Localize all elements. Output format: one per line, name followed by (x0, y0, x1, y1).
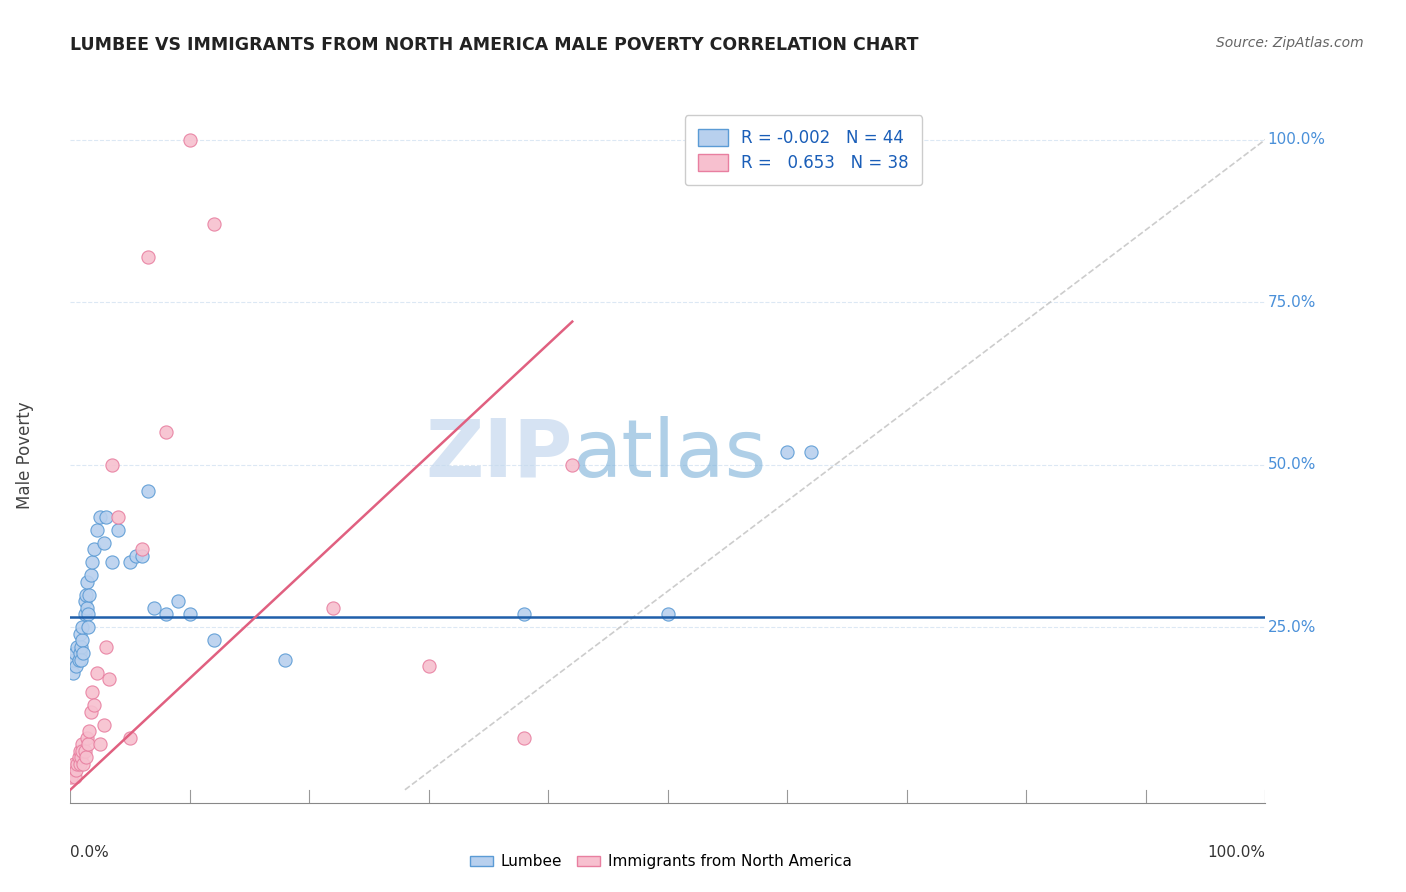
Point (101, 555, 124, 569)
Text: LUMBEE VS IMMIGRANTS FROM NORTH AMERICA MALE POVERTY CORRELATION CHART: LUMBEE VS IMMIGRANTS FROM NORTH AMERICA … (70, 36, 918, 54)
Point (66, 756, 89, 771)
Point (69, 646, 91, 660)
Point (62, 764, 84, 778)
Point (101, 458, 124, 472)
Legend: R = -0.002   N = 44, R =   0.653   N = 38: R = -0.002 N = 44, R = 0.653 N = 38 (685, 115, 922, 185)
Point (76, 731, 98, 745)
Point (67, 653, 90, 667)
Point (97, 672, 120, 686)
Point (70, 653, 93, 667)
Point (93, 535, 115, 549)
Point (76, 574, 98, 589)
Text: 50.0%: 50.0% (1268, 458, 1316, 472)
Legend: Lumbee, Immigrants from North America: Lumbee, Immigrants from North America (464, 848, 858, 875)
Point (202, 633, 225, 648)
Point (65, 764, 87, 778)
Point (63, 646, 86, 660)
Point (63, 770, 86, 784)
Text: 75.0%: 75.0% (1268, 294, 1316, 310)
Point (131, 549, 153, 563)
Point (83, 542, 105, 557)
Point (800, 444, 823, 458)
Point (70, 737, 93, 751)
Point (561, 458, 583, 472)
Text: Source: ZipAtlas.com: Source: ZipAtlas.com (1216, 36, 1364, 50)
Point (73, 594, 96, 608)
Point (75, 750, 97, 764)
Point (125, 549, 148, 563)
Text: 0.0%: 0.0% (70, 845, 110, 860)
Point (73, 744, 96, 758)
Point (136, 483, 159, 498)
Point (107, 523, 129, 537)
Point (93, 718, 115, 732)
Point (73, 607, 96, 622)
Point (72, 756, 94, 771)
Point (69, 626, 91, 640)
Text: ZIP: ZIP (425, 416, 572, 494)
Point (62, 665, 84, 680)
Point (70, 744, 93, 758)
Point (657, 607, 679, 622)
Point (79, 568, 101, 582)
Point (136, 250, 159, 264)
Point (776, 444, 799, 458)
Point (69, 744, 91, 758)
Point (107, 509, 129, 524)
Point (89, 509, 111, 524)
Point (179, 607, 201, 622)
Point (65, 659, 87, 673)
Point (79, 724, 101, 739)
Point (96, 509, 117, 524)
Point (77, 737, 100, 751)
Point (70, 620, 93, 634)
Text: Male Poverty: Male Poverty (17, 401, 34, 508)
Point (83, 698, 105, 713)
Point (63, 653, 86, 667)
Point (143, 600, 166, 615)
Point (96, 640, 117, 654)
Text: 25.0%: 25.0% (1268, 620, 1316, 635)
Text: atlas: atlas (572, 416, 766, 494)
Point (131, 542, 153, 557)
Point (202, 217, 225, 231)
Point (513, 731, 536, 745)
Point (155, 425, 177, 439)
Point (79, 705, 101, 719)
Point (513, 607, 536, 622)
Point (76, 600, 98, 615)
Point (69, 756, 91, 771)
Point (322, 600, 344, 615)
Point (86, 665, 108, 680)
Point (89, 737, 111, 751)
Point (79, 588, 101, 602)
Point (418, 659, 440, 673)
Point (155, 607, 177, 622)
Point (60, 770, 83, 784)
Point (63, 756, 86, 771)
Point (274, 653, 297, 667)
Point (80, 555, 103, 569)
Point (66, 640, 89, 654)
Point (75, 588, 97, 602)
Point (86, 523, 108, 537)
Point (72, 646, 94, 660)
Point (80, 685, 103, 699)
Point (120, 555, 141, 569)
Point (70, 633, 93, 648)
Point (70, 640, 93, 654)
Point (70, 750, 93, 764)
Text: 100.0%: 100.0% (1268, 132, 1326, 147)
Text: 100.0%: 100.0% (1208, 845, 1265, 860)
Point (67, 750, 90, 764)
Point (120, 731, 141, 745)
Point (166, 594, 188, 608)
Point (77, 620, 100, 634)
Point (179, 132, 201, 146)
Point (77, 607, 100, 622)
